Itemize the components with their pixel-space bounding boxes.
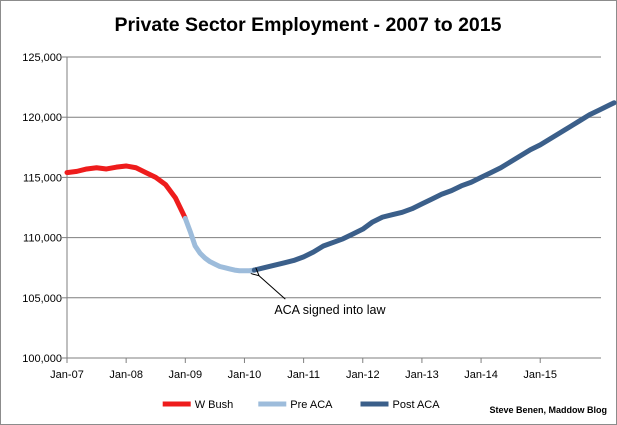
x-tick-label: Jan-15 [523, 369, 557, 381]
legend-label-pre-aca: Pre ACA [290, 399, 333, 411]
gridlines [67, 56, 601, 299]
x-tick-label: Jan-13 [405, 369, 439, 381]
annotation-arrow [258, 275, 286, 300]
y-tick-label: 100,000 [22, 353, 62, 365]
annotation-label: ACA signed into law [274, 303, 386, 317]
annotation: ACA signed into law [258, 275, 386, 317]
series-line-pre-aca [182, 215, 257, 274]
y-tick-label: 115,000 [23, 172, 62, 184]
y-tick-label: 120,000 [22, 112, 62, 124]
x-tick-label: Jan-10 [228, 369, 262, 381]
y-tick-label: 110,000 [23, 233, 62, 245]
x-tick-label: Jan-11 [287, 369, 320, 381]
x-tick-label: Jan-12 [346, 369, 380, 381]
series-line-w-bush [64, 163, 188, 221]
x-tick-label: Jan-07 [50, 369, 84, 381]
y-axis-ticks: 100,000 105,000 110,000 115,000 120,000 125,0… [22, 52, 67, 365]
legend-label-post-aca: Post ACA [393, 399, 441, 411]
x-tick-label: Jan-09 [168, 369, 202, 381]
y-tick-label: 105,000 [22, 293, 62, 305]
y-tick-label: 125,000 [22, 52, 62, 64]
axes [66, 57, 601, 359]
series-line-post-aca [251, 100, 617, 273]
x-axis-ticks: Jan-07 Jan-08 Jan-09 Jan-10 Jan-11 Jan-12 Jan-… [50, 358, 557, 381]
x-tick-label: Jan-14 [464, 369, 498, 381]
chart-title: Private Sector Employment - 2007 to 2015 [115, 14, 502, 36]
chart-credit: Steve Benen, Maddow Blog [489, 405, 607, 415]
legend: W Bush Pre ACA Post ACA [162, 399, 441, 411]
x-tick-label: Jan-08 [109, 369, 143, 381]
series-lines [64, 100, 617, 274]
legend-label-w-bush: W Bush [195, 399, 234, 411]
